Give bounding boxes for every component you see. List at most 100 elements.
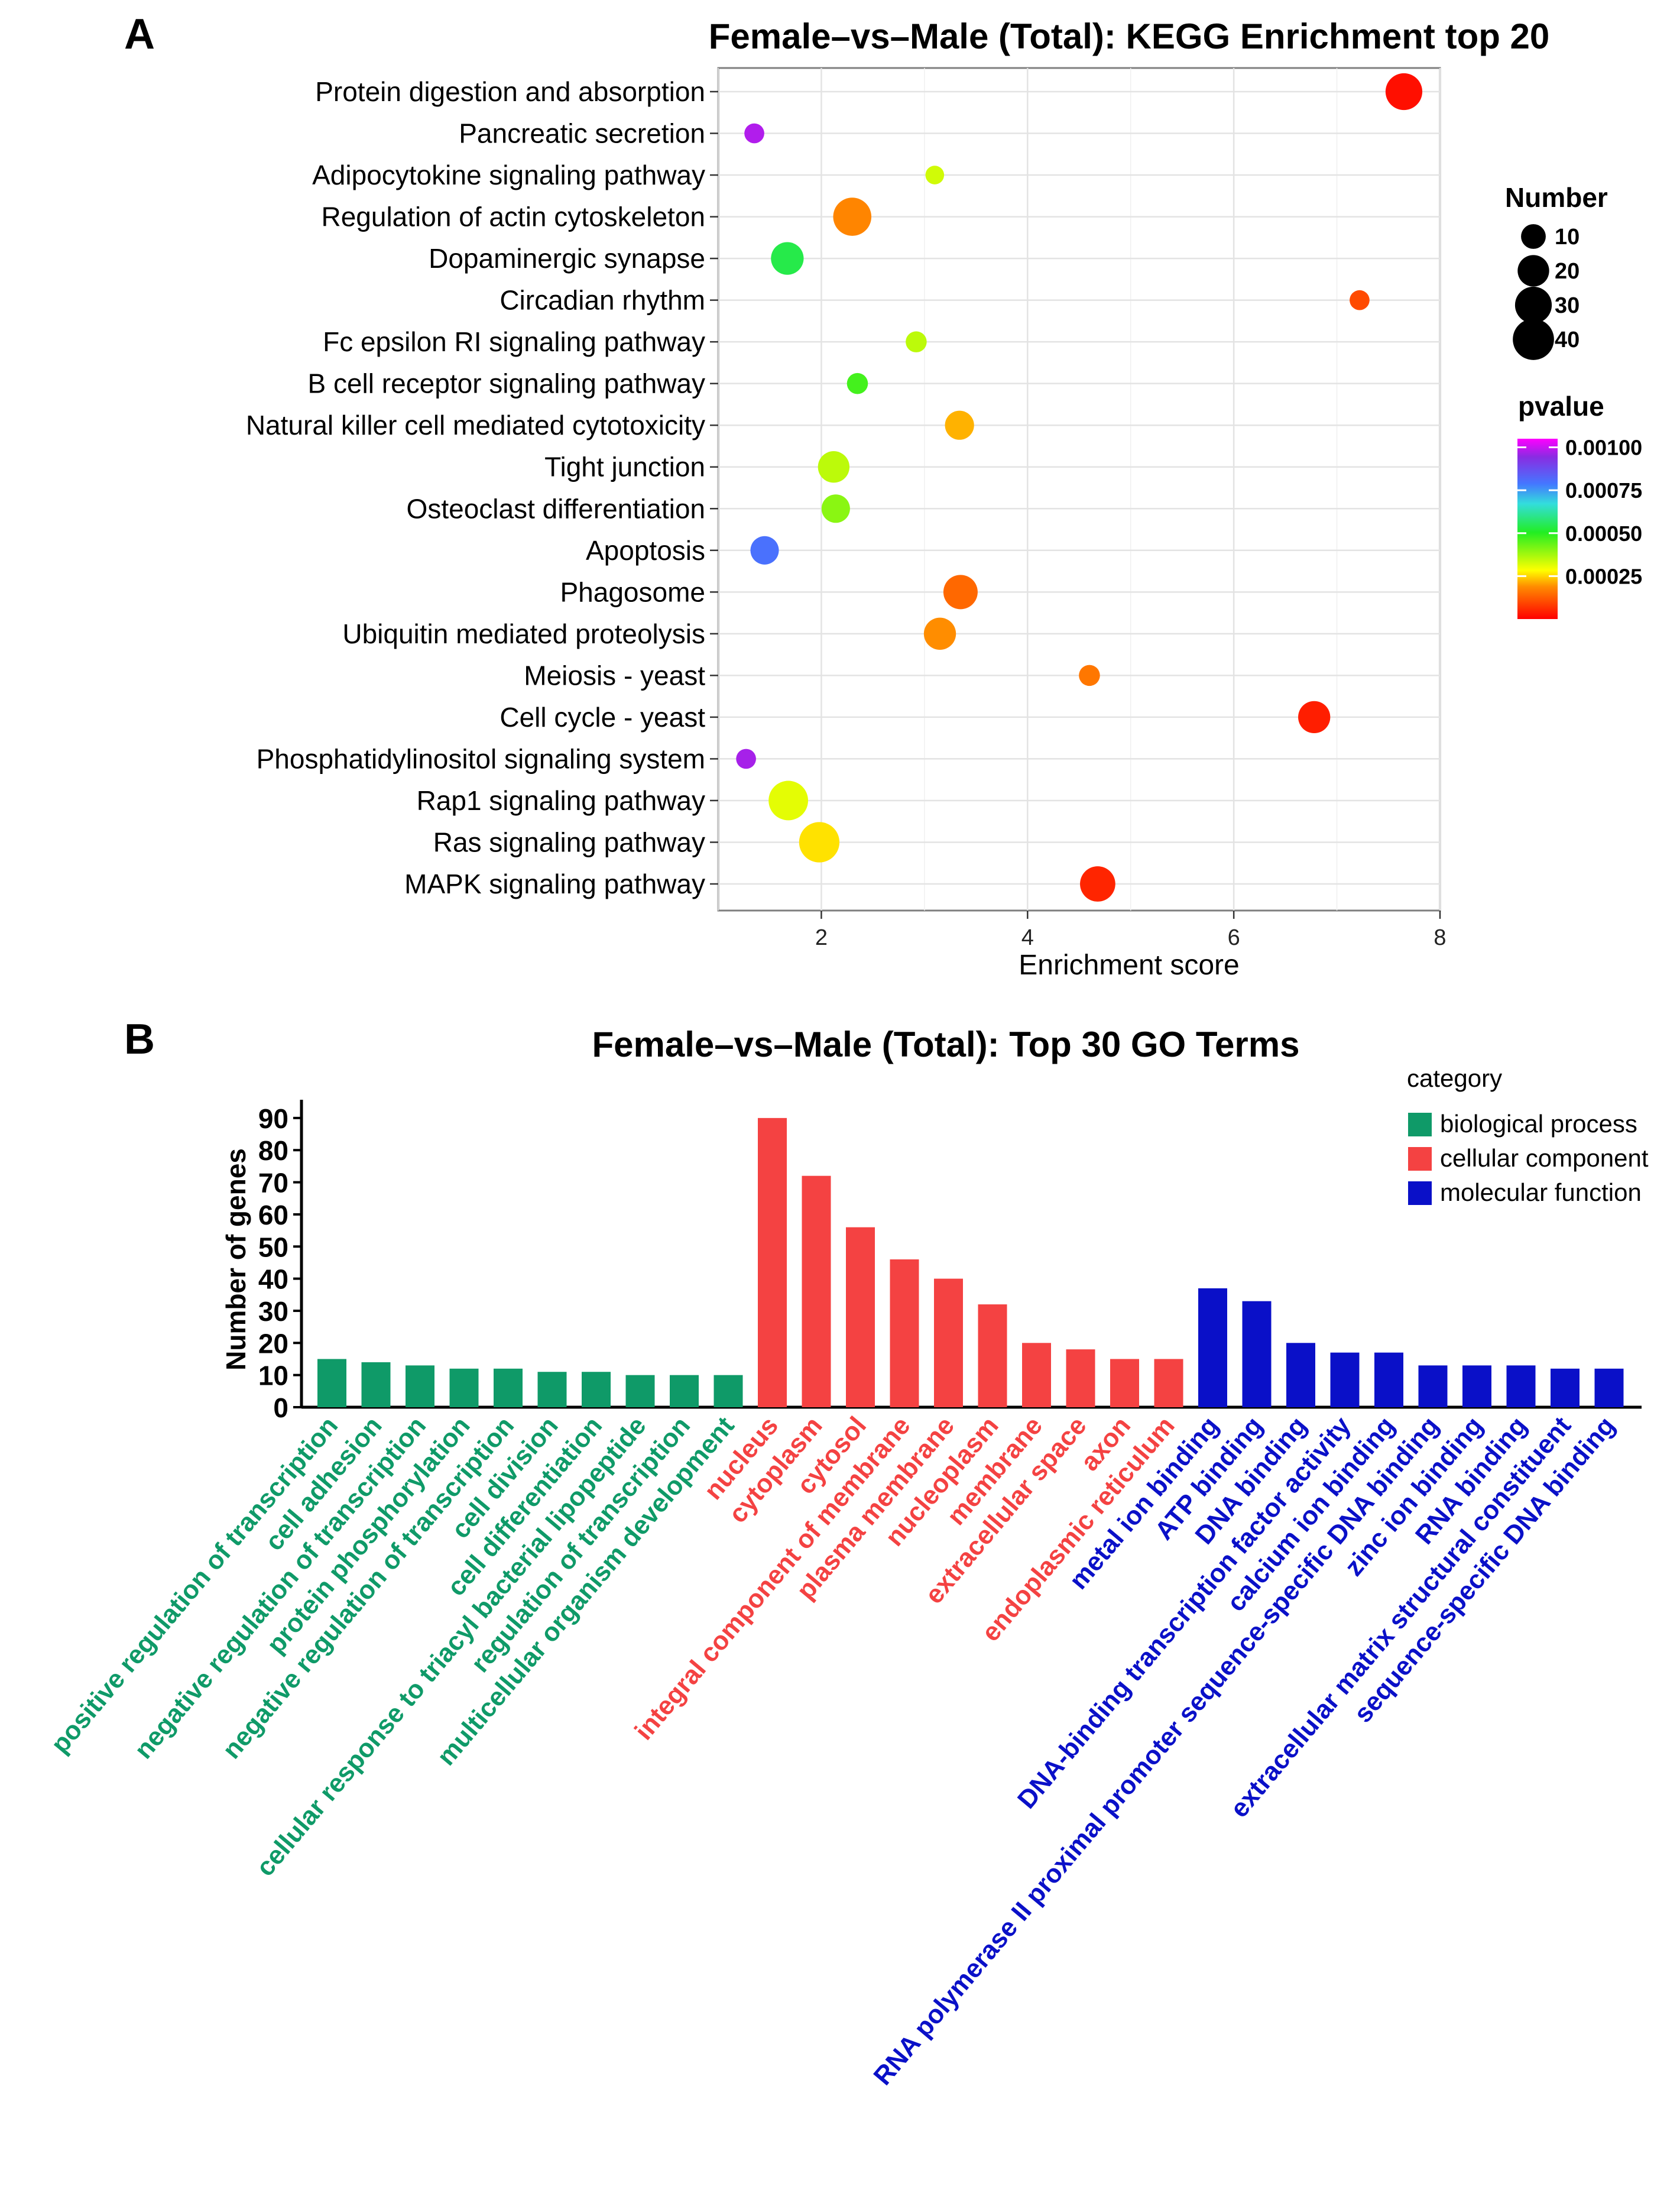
go-bar (537, 1372, 567, 1407)
kegg-point (771, 242, 804, 275)
go-y-tick-label: 0 (273, 1392, 288, 1423)
kegg-y-tick-marks (710, 90, 718, 885)
kegg-term-label: Rap1 signaling pathway (417, 785, 705, 816)
go-bar (934, 1278, 963, 1407)
kegg-x-tick-label: 2 (815, 925, 828, 950)
category-legend-title: category (1407, 1064, 1502, 1092)
kegg-term-label: Regulation of actin cytoskeleton (321, 202, 705, 232)
go-bar (1374, 1352, 1403, 1407)
number-legend-dot (1517, 255, 1549, 287)
go-bar (1551, 1368, 1580, 1407)
kegg-point (799, 822, 840, 863)
kegg-point (1080, 866, 1115, 902)
go-bars (317, 1117, 1624, 1407)
category-legend-swatch (1408, 1113, 1432, 1136)
kegg-point (847, 372, 868, 394)
kegg-term-label: Circadian rhythm (500, 285, 705, 316)
go-y-tick-label: 50 (258, 1232, 288, 1262)
number-legend-dot (1521, 224, 1546, 249)
pvalue-legend-title: pvalue (1518, 391, 1604, 422)
kegg-term-label: Protein digestion and absorption (315, 76, 705, 107)
kegg-point (768, 780, 809, 821)
go-y-tick-label: 20 (258, 1328, 288, 1359)
go-x-tick-labels: positive regulation of transcriptioncell… (46, 1411, 1621, 2091)
go-bar (1154, 1359, 1183, 1407)
number-legend-label: 20 (1555, 259, 1580, 284)
go-y-tick-label: 80 (258, 1135, 288, 1166)
pvalue-colorbar (1517, 439, 1558, 619)
kegg-point (945, 410, 974, 440)
kegg-point (906, 331, 927, 352)
kegg-point (943, 575, 978, 610)
number-legend-label: 40 (1555, 328, 1580, 352)
pvalue-tick-label: 0.00100 (1565, 436, 1642, 460)
kegg-point (925, 166, 945, 184)
kegg-point (821, 494, 850, 523)
kegg-x-axis-label: Enrichment score (1019, 950, 1239, 981)
kegg-term-label: Dopaminergic synapse (429, 243, 705, 274)
kegg-term-label: Meiosis - yeast (524, 660, 705, 691)
go-bar (1506, 1365, 1536, 1407)
go-bar (670, 1375, 699, 1407)
go-bar (978, 1304, 1007, 1407)
go-bar (1330, 1352, 1360, 1407)
kegg-x-axis: 2 4 6 8 (815, 911, 1447, 950)
kegg-term-label: Fc epsilon RI signaling pathway (323, 326, 705, 357)
kegg-point (736, 749, 756, 769)
go-bar (1198, 1288, 1227, 1407)
number-legend: Number 10 20 30 40 (1505, 182, 1608, 360)
panel-a-letter: A (124, 11, 155, 58)
go-bar (846, 1227, 875, 1407)
number-legend-label: 30 (1555, 293, 1580, 318)
go-bar (1286, 1343, 1315, 1407)
kegg-term-label: Phosphatidylinositol signaling system (257, 743, 705, 774)
kegg-points (736, 73, 1423, 902)
kegg-point (1385, 73, 1423, 111)
kegg-term-label: MAPK signaling pathway (404, 869, 705, 899)
kegg-term-label: Ubiquitin mediated proteolysis (342, 618, 705, 649)
kegg-point (1350, 290, 1370, 310)
kegg-point (818, 451, 850, 483)
go-bar (361, 1362, 391, 1407)
kegg-point (1079, 665, 1100, 686)
kegg-point (923, 617, 956, 650)
go-bar (494, 1368, 523, 1407)
kegg-plot-panel (717, 67, 1441, 912)
go-bar (802, 1175, 831, 1407)
go-bar (1022, 1343, 1051, 1407)
go-bar (582, 1372, 611, 1407)
kegg-point (833, 197, 872, 236)
go-y-tick-label: 40 (258, 1264, 288, 1295)
number-legend-title: Number (1505, 182, 1608, 213)
kegg-term-label: Phagosome (560, 576, 706, 607)
kegg-term-label: Apoptosis (586, 535, 705, 566)
kegg-term-label: Cell cycle - yeast (500, 702, 705, 733)
kegg-point (1298, 701, 1331, 734)
go-bar (1242, 1301, 1272, 1407)
category-legend-swatch (1408, 1181, 1432, 1205)
go-panel: B Female–vs–Male (Total): Top 30 GO Term… (46, 1016, 1649, 2091)
go-y-tick-label: 10 (258, 1360, 288, 1391)
go-y-axis-label: Number of genes (220, 1148, 251, 1371)
go-bar (449, 1368, 479, 1407)
pvalue-tick-label: 0.00075 (1565, 478, 1642, 503)
kegg-x-tick-label: 6 (1228, 925, 1240, 950)
kegg-term-label: Adipocytokine signaling pathway (312, 160, 705, 190)
kegg-panel: A Female–vs–Male (Total): KEGG Enrichmen… (124, 11, 1642, 981)
go-bar (406, 1365, 434, 1407)
kegg-term-label: Osteoclast differentiation (407, 493, 705, 524)
go-y-tick-label: 30 (258, 1296, 288, 1327)
go-bar (890, 1259, 919, 1407)
go-bar (1066, 1349, 1095, 1407)
category-legend-label: cellular component (1440, 1144, 1649, 1172)
go-bar (1418, 1365, 1448, 1407)
panel-b-letter: B (124, 1016, 155, 1063)
category-legend-label: molecular function (1440, 1178, 1642, 1206)
go-chart-title: Female–vs–Male (Total): Top 30 GO Terms (592, 1025, 1299, 1064)
go-bar (1462, 1365, 1491, 1407)
kegg-chart-title: Female–vs–Male (Total): KEGG Enrichment … (709, 17, 1550, 56)
number-legend-dot (1513, 319, 1554, 360)
number-legend-dot (1514, 286, 1552, 324)
go-bar (713, 1375, 743, 1407)
